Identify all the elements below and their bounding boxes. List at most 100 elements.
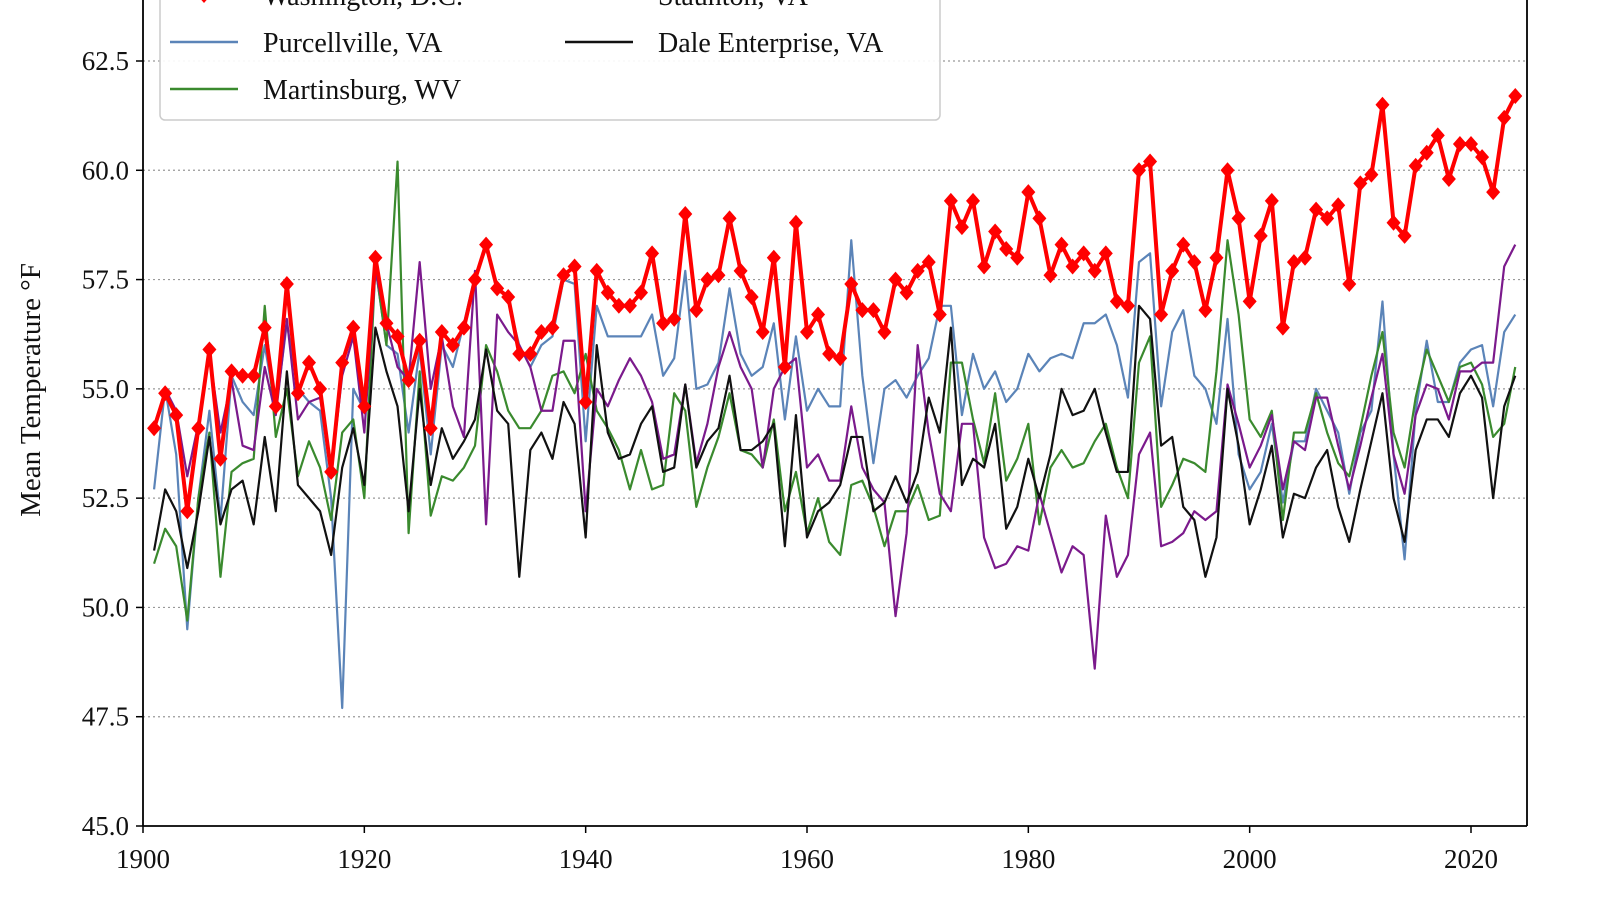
data-point-diamond [1419, 144, 1434, 161]
data-point-diamond [257, 319, 272, 336]
data-point-diamond [268, 398, 283, 415]
y-tick-label: 45.0 [82, 811, 129, 841]
x-tick-label: 1900 [116, 844, 170, 874]
data-point-diamond [1397, 227, 1412, 244]
data-point-diamond [600, 284, 615, 301]
data-point-diamond [910, 262, 925, 279]
data-point-diamond [1065, 258, 1080, 275]
data-point-diamond [744, 289, 759, 306]
data-point-diamond [545, 319, 560, 336]
data-point-diamond [733, 262, 748, 279]
data-point-diamond [1054, 236, 1069, 253]
data-point-diamond [401, 372, 416, 389]
data-point-diamond [888, 271, 903, 288]
data-point-diamond [368, 249, 383, 266]
data-point-diamond [1430, 127, 1445, 144]
data-point-diamond [1154, 306, 1169, 323]
data-point-diamond [722, 210, 737, 227]
data-point-diamond [302, 354, 316, 371]
data-point-diamond [490, 280, 505, 297]
data-point-diamond [1464, 136, 1478, 153]
legend-entry: Martinsburg, WV [170, 75, 461, 106]
data-point-diamond [1187, 254, 1202, 271]
data-point-diamond [1375, 96, 1390, 113]
data-point-diamond [246, 367, 261, 384]
data-point-diamond [147, 420, 162, 437]
legend: Washington, D.C. Staunton, VA Purcellville… [159, 0, 941, 121]
data-point-diamond [645, 245, 660, 262]
legend-label: Washington, D.C. [263, 0, 463, 12]
legend-label: Martinsburg, WV [263, 75, 461, 106]
data-point-diamond [1021, 184, 1036, 201]
x-tick-label: 1920 [337, 844, 391, 874]
legend-entry: Purcellville, VA [170, 28, 443, 59]
data-point-diamond [1087, 262, 1102, 279]
data-point-diamond [678, 206, 693, 222]
data-point-diamond [434, 324, 449, 341]
y-tick-label: 52.5 [82, 483, 129, 513]
data-point-diamond [1264, 192, 1279, 209]
data-point-diamond [844, 275, 859, 292]
data-point-diamond [213, 450, 228, 467]
data-point-diamond [235, 367, 250, 384]
x-tick-label: 1980 [1001, 844, 1055, 874]
data-point-diamond [1275, 319, 1290, 336]
data-point-diamond [689, 302, 704, 319]
data-point-diamond [1452, 136, 1467, 153]
data-point-diamond [1209, 249, 1224, 266]
data-point-diamond [512, 345, 527, 362]
legend-entry: Washington, D.C. [201, 0, 463, 12]
data-point-diamond [423, 420, 438, 437]
legend-label: Dale Enterprise, VA [658, 28, 884, 59]
series-line [152, 239, 1517, 710]
data-point-diamond [1098, 245, 1113, 262]
series-line [152, 304, 1517, 578]
data-point-diamond [202, 341, 217, 358]
data-point-diamond [711, 267, 726, 284]
x-tick-label: 2000 [1223, 844, 1277, 874]
data-point-diamond [534, 324, 549, 341]
y-tick-label: 50.0 [82, 592, 129, 622]
data-point-diamond [456, 319, 471, 336]
data-point-diamond [379, 315, 394, 332]
data-point-diamond [1032, 210, 1047, 227]
y-tick-label: 57.5 [82, 265, 129, 295]
data-point-diamond [324, 463, 339, 480]
data-point-diamond [412, 332, 427, 349]
data-point-diamond [357, 398, 372, 415]
data-point-diamond [988, 223, 1003, 240]
data-point-diamond [1242, 293, 1257, 310]
data-point-diamond [578, 393, 593, 410]
data-point-diamond [855, 302, 870, 319]
data-point-diamond [556, 267, 571, 284]
data-point-diamond [290, 385, 305, 402]
data-point-diamond [1508, 87, 1523, 104]
data-point-diamond [1176, 236, 1191, 253]
data-point-diamond [1353, 175, 1368, 192]
data-point-diamond [279, 275, 294, 292]
data-point-diamond [966, 192, 980, 209]
data-point-diamond [611, 297, 626, 314]
series-washington-d-c [147, 87, 1523, 520]
series-dale-enterprise-va [152, 304, 1517, 578]
data-point-diamond [468, 271, 482, 288]
legend-label: Staunton, VA [658, 0, 809, 12]
data-point-diamond [1043, 267, 1058, 284]
data-point-diamond [899, 284, 914, 301]
data-point-diamond [667, 310, 682, 327]
data-point-diamond [1331, 197, 1346, 214]
data-point-diamond [811, 306, 826, 323]
data-point-diamond [1320, 210, 1335, 227]
data-point-diamond [169, 407, 184, 424]
data-point-diamond [335, 354, 350, 371]
data-point-diamond [921, 254, 936, 271]
data-point-diamond [1364, 166, 1379, 183]
data-point-diamond [700, 271, 715, 288]
legend-entry: Staunton, VA [658, 0, 809, 12]
data-point-diamond [1253, 227, 1268, 244]
data-point-diamond [1132, 162, 1146, 179]
data-point-diamond [501, 289, 516, 306]
data-point-diamond [1143, 153, 1158, 170]
legend-label: Purcellville, VA [263, 28, 443, 59]
